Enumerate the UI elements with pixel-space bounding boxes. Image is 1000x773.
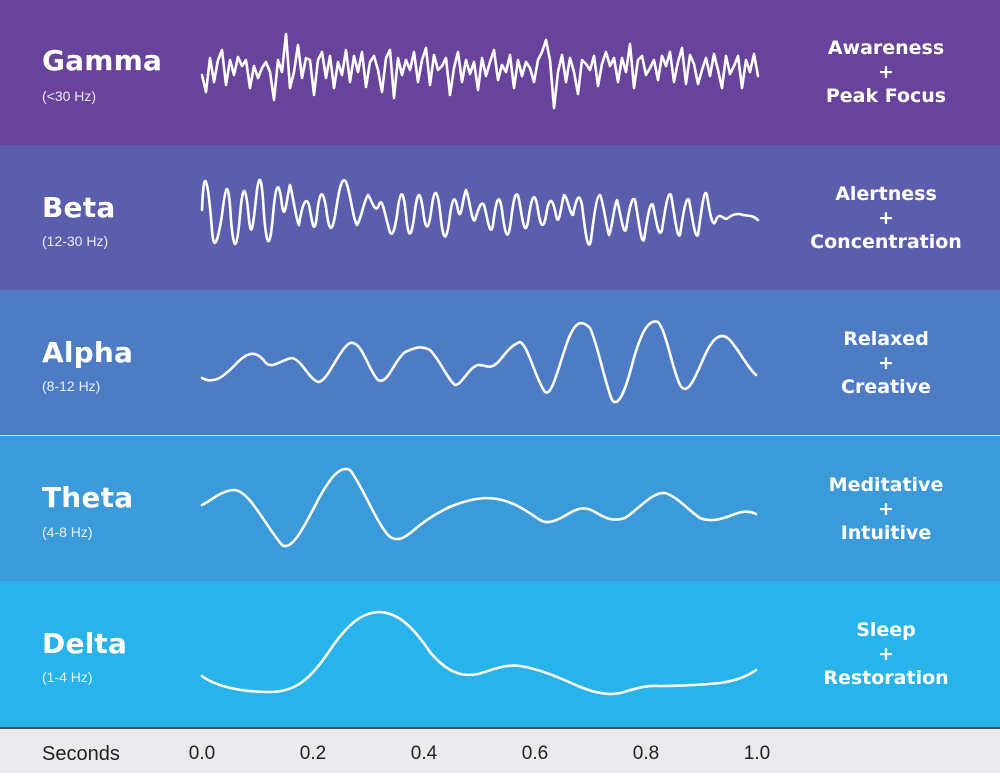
- band-state: Meditative + Intuitive: [828, 474, 944, 544]
- tick-label: 1.0: [743, 743, 771, 764]
- band-range: (8-12 Hz): [42, 378, 101, 394]
- band-state: Awareness + Peak Focus: [825, 37, 947, 107]
- theta-wave: [200, 467, 758, 548]
- gamma-wave: [200, 32, 760, 110]
- time-axis: Seconds 0.0 0.2 0.4 0.6 0.8 1.0: [0, 727, 1000, 773]
- band-delta: Delta (1-4 Hz) Sleep + Restoration: [0, 581, 1000, 727]
- band-range: (4-8 Hz): [42, 524, 93, 540]
- tick-label: 0.2: [299, 743, 327, 764]
- tick-label: 0.8: [632, 743, 660, 764]
- band-name: Delta: [42, 627, 128, 660]
- band-name: Beta: [42, 191, 116, 224]
- band-name: Gamma: [42, 44, 163, 77]
- alpha-wave: [200, 320, 758, 404]
- band-name: Alpha: [42, 336, 134, 369]
- beta-wave: [200, 178, 760, 246]
- delta-wave: [200, 610, 758, 696]
- waveforms: [200, 32, 760, 696]
- band-range: (1-4 Hz): [42, 669, 93, 685]
- band-range: (<30 Hz): [42, 88, 97, 104]
- band-gamma: Gamma (<30 Hz) Awareness + Peak Focus: [0, 0, 1000, 145]
- tick-label: 0.0: [188, 743, 216, 764]
- band-beta: Beta (12-30 Hz) Alertness + Concentration: [0, 145, 1000, 290]
- band-theta: Theta (4-8 Hz) Meditative + Intuitive: [0, 436, 1000, 581]
- band-alpha: Alpha (8-12 Hz) Relaxed + Creative: [0, 290, 1000, 435]
- band-state: Sleep + Restoration: [823, 619, 949, 689]
- band-state: Alertness + Concentration: [810, 183, 962, 253]
- tick-label: 0.6: [521, 743, 549, 764]
- band-range: (12-30 Hz): [42, 233, 109, 249]
- tick-label: 0.4: [410, 743, 438, 764]
- band-state: Relaxed + Creative: [841, 328, 931, 398]
- band-name: Theta: [42, 481, 134, 514]
- axis-label: Seconds: [42, 743, 120, 765]
